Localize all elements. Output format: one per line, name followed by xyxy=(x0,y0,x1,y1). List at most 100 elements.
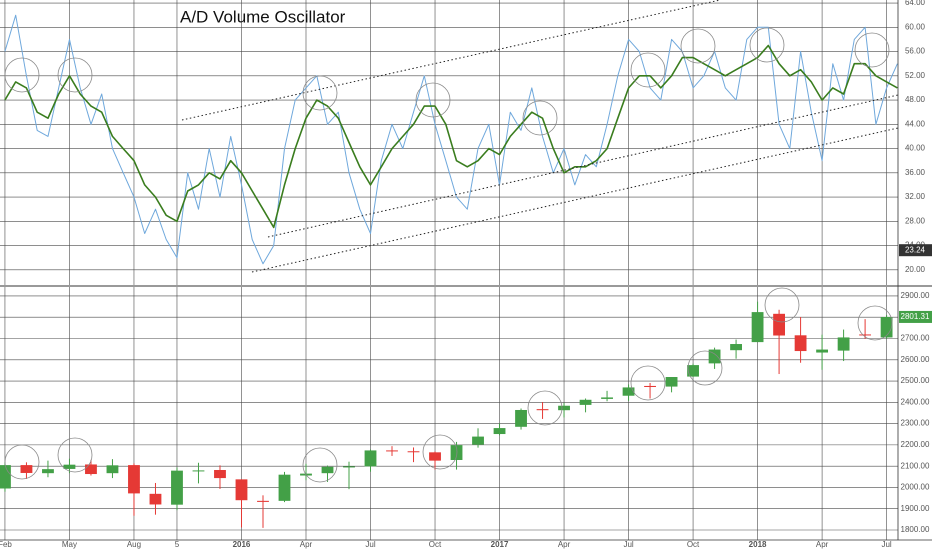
highlight-circle xyxy=(630,365,666,401)
x-tick-label: Jul xyxy=(881,540,891,549)
oscillator-line xyxy=(4,14,898,265)
candle-body xyxy=(42,469,54,474)
y-tick-label: 20.00 xyxy=(905,265,926,274)
highlight-circle xyxy=(4,57,40,93)
highlight-circle xyxy=(422,434,458,470)
candle-body xyxy=(622,387,635,396)
oscillator-line xyxy=(4,44,898,229)
y-tick-label: 1800.00 xyxy=(901,525,930,534)
candle-body xyxy=(429,452,441,461)
candle-body xyxy=(386,450,398,452)
candle-body xyxy=(751,312,764,343)
y-tick-label: 2900.00 xyxy=(901,291,930,300)
candle-body xyxy=(0,465,11,489)
x-tick-label: Apr xyxy=(558,540,571,549)
highlight-circle xyxy=(522,100,558,136)
candle-body xyxy=(450,445,463,460)
y-tick-label: 2400.00 xyxy=(901,397,930,406)
highlight-circle xyxy=(687,350,723,386)
candle-body xyxy=(816,349,829,353)
x-tick-label: Jul xyxy=(623,540,633,549)
highlight-circle xyxy=(854,32,890,68)
highlight-circle xyxy=(630,52,666,88)
highlight-circle xyxy=(527,390,563,426)
y-tick-label: 32.00 xyxy=(905,192,926,201)
candle-body xyxy=(214,469,226,479)
y-tick-label: 28.00 xyxy=(905,216,926,225)
highlight-circle xyxy=(302,447,338,483)
y-tick-label: 1900.00 xyxy=(901,504,930,513)
candle-body xyxy=(63,464,76,469)
y-tick-label: 2500.00 xyxy=(901,376,930,385)
candle-body xyxy=(257,500,269,502)
last-value-label: 2801.31 xyxy=(901,312,930,321)
last-value-badge xyxy=(899,244,932,257)
chart-title: A/D Volume Oscillator xyxy=(180,7,346,26)
candle-body xyxy=(321,466,334,474)
annotations xyxy=(4,0,899,483)
candle-body xyxy=(515,409,527,427)
y-tick-label: 64.00 xyxy=(905,0,926,7)
x-tick-label: 2017 xyxy=(491,540,509,549)
y-tick-label: 52.00 xyxy=(905,71,926,80)
last-value-label: 23.24 xyxy=(905,245,926,254)
highlight-circle xyxy=(57,437,93,473)
highlight-circle xyxy=(415,82,451,118)
candle-body xyxy=(579,399,592,405)
x-tick-label: Apr xyxy=(816,540,829,549)
y-tick-label: 44.00 xyxy=(905,119,926,128)
candle-body xyxy=(85,464,97,475)
candle-body xyxy=(472,436,484,445)
candle-body xyxy=(364,450,377,467)
y-tick-label: 2300.00 xyxy=(901,419,930,428)
candle-body xyxy=(128,465,140,494)
candle-body xyxy=(837,337,850,351)
highlight-circle xyxy=(4,444,40,480)
candle-body xyxy=(171,470,183,505)
candle-body xyxy=(407,451,420,453)
candle-body xyxy=(794,335,807,352)
candle-body xyxy=(106,465,119,474)
highlight-circle xyxy=(302,75,338,111)
candle-body xyxy=(644,385,656,388)
x-tick-label: Apr xyxy=(300,540,313,549)
candle-body xyxy=(493,428,506,435)
x-tick-label: 2016 xyxy=(233,540,251,549)
y-tick-label: 2200.00 xyxy=(901,440,930,449)
candle-body xyxy=(235,479,248,501)
candle-body xyxy=(687,365,699,377)
x-tick-label: Feb xyxy=(0,540,12,549)
candle-body xyxy=(558,405,570,411)
candle-body xyxy=(880,317,893,338)
candle-body xyxy=(20,465,33,473)
highlight-circle xyxy=(764,287,800,323)
candle-body xyxy=(773,313,785,336)
candle-body xyxy=(278,474,291,501)
x-tick-label: May xyxy=(62,540,77,549)
y-tick-label: 2700.00 xyxy=(901,334,930,343)
x-tick-label: 5 xyxy=(175,540,180,549)
highlight-circle xyxy=(57,57,93,93)
candle-body xyxy=(343,466,355,468)
x-tick-label: 2018 xyxy=(749,540,767,549)
y-tick-label: 48.00 xyxy=(905,95,926,104)
y-tick-label: 2000.00 xyxy=(901,483,930,492)
y-tick-label: 40.00 xyxy=(905,144,926,153)
last-value-badge xyxy=(899,310,932,323)
highlight-circle xyxy=(857,305,893,341)
x-tick-label: Oct xyxy=(429,540,442,549)
y-tick-label: 36.00 xyxy=(905,168,926,177)
candle-body xyxy=(536,409,549,411)
candle-body xyxy=(149,493,162,505)
y-tick-label: 2600.00 xyxy=(901,355,930,364)
highlight-circle xyxy=(680,28,716,64)
candle-body xyxy=(859,334,872,336)
highlight-circle xyxy=(749,27,785,63)
candle-body xyxy=(601,397,613,399)
x-tick-label: Jul xyxy=(365,540,375,549)
y-tick-label: 60.00 xyxy=(905,22,926,31)
candle-body xyxy=(665,377,678,387)
